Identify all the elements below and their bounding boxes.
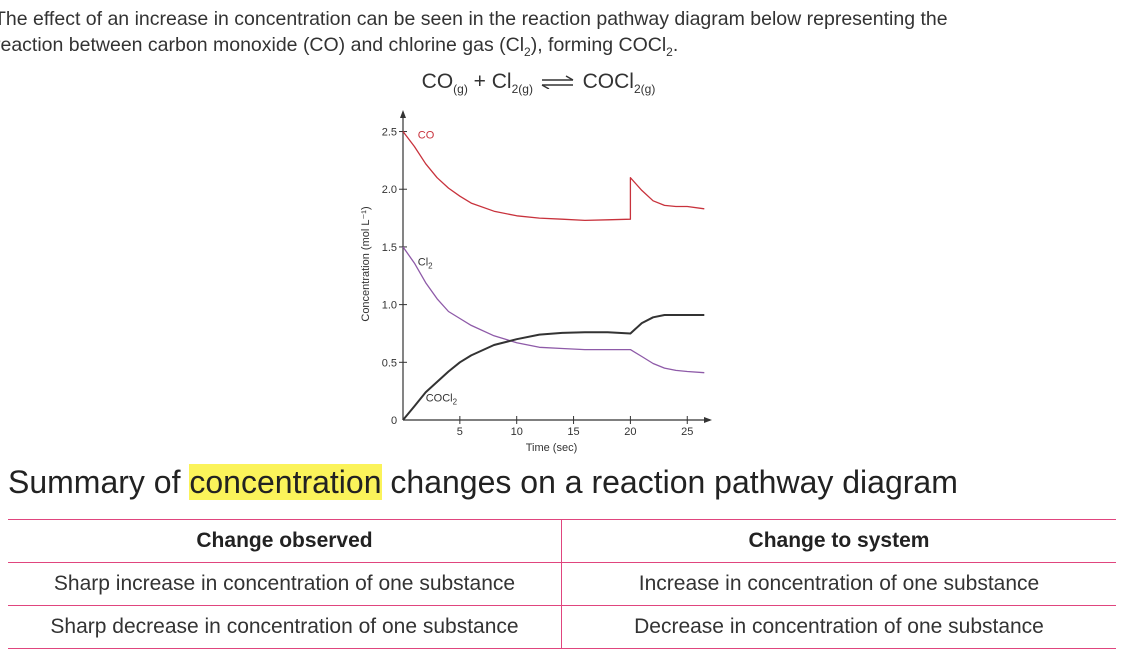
series-line-cl2 (402, 246, 705, 374)
y-tick-label: 2.5 (382, 127, 397, 139)
y-tick-label: 1.5 (382, 242, 397, 254)
summary-title: Summary of concentration changes on a re… (8, 464, 958, 500)
y-tick-label: 1.0 (382, 300, 397, 312)
highlighted-word: concentration (189, 464, 382, 500)
header-change-to-system: Change to system (561, 519, 1116, 563)
table-header-row: Change observed Change to system (8, 519, 1116, 563)
equation-reactant-co: CO (421, 70, 454, 93)
series-label-co: CO (418, 129, 435, 141)
intro-paragraph: The effect of an increase in concentrati… (0, 6, 1114, 65)
table-row: Sharp increase in concentration of one s… (8, 562, 1116, 606)
equation-product: COCl (582, 70, 634, 93)
equation-cl2-state: 2(g) (511, 82, 533, 96)
origin-label: 0 (391, 415, 397, 427)
table-cell: Sharp increase in concentration of one s… (8, 562, 562, 606)
x-axis-arrow-icon (704, 417, 712, 423)
x-tick-label: 20 (624, 426, 636, 438)
equilibrium-arrow-icon (541, 75, 574, 90)
y-tick-label: 2.0 (382, 184, 397, 196)
intro-line-2: reaction between carbon monoxide (CO) an… (0, 34, 679, 59)
x-axis-title: Time (sec) (526, 442, 578, 454)
header-change-observed: Change observed (8, 519, 562, 563)
equation-co-state: (g) (453, 82, 468, 96)
x-tick-label: 5 (457, 426, 463, 438)
x-tick-label: 10 (511, 426, 523, 438)
series-line-cocl2 (402, 314, 705, 421)
y-axis-arrow-icon (400, 110, 406, 118)
series-label-cocl2: COCl2 (426, 393, 458, 407)
y-tick-label: 0.5 (382, 357, 397, 369)
intro-line-1: The effect of an increase in concentrati… (0, 8, 948, 30)
x-tick-label: 25 (681, 426, 693, 438)
y-axis-title: Concentration (mol L⁻¹) (360, 206, 372, 321)
table-row: Sharp decrease in concentration of one s… (8, 605, 1116, 649)
table-cell: Sharp decrease in concentration of one s… (8, 605, 562, 649)
summary-table: Change observed Change to system Sharp i… (8, 519, 1116, 649)
series-line-co (402, 131, 705, 222)
table-cell: Decrease in concentration of one substan… (561, 605, 1116, 649)
equation-product-state: 2(g) (633, 82, 656, 96)
reaction-equation: CO(g) + Cl2(g) COCl2(g) (0, 70, 1131, 96)
x-tick-label: 15 (567, 426, 579, 438)
series-label-cl2: Cl2 (418, 256, 433, 270)
equation-reactant-cl2: + Cl (473, 70, 512, 93)
concentration-time-chart: 0.5 1.0 1.5 2.0 2.5 5 10 15 20 25 0 Time (sec) Conce… (360, 110, 712, 454)
table-cell: Increase in concentration of one substan… (561, 562, 1116, 606)
